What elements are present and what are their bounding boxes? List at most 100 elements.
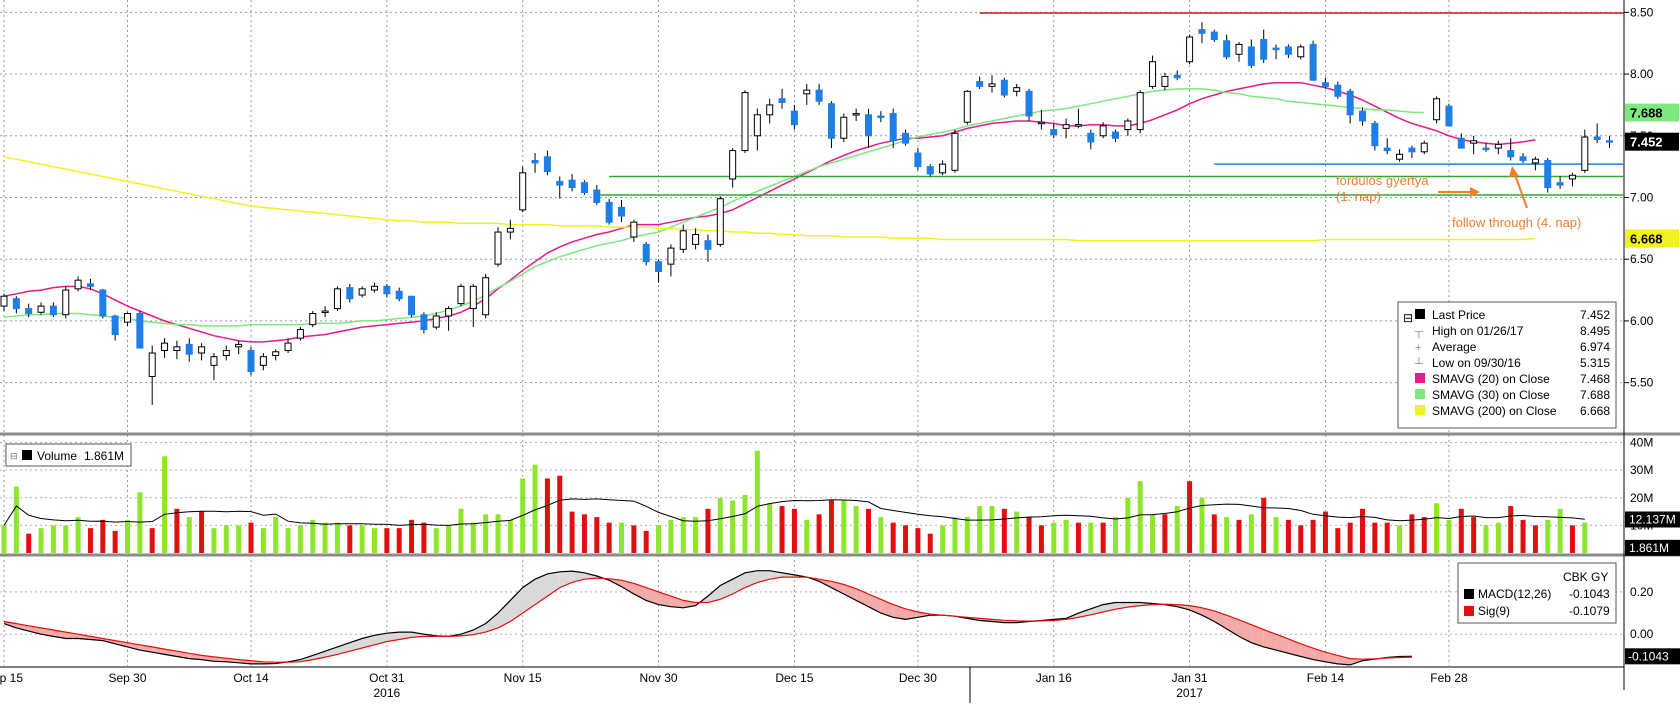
candle-body	[754, 115, 760, 136]
candle-body	[1495, 144, 1501, 148]
volume-bar	[1471, 517, 1476, 553]
volume-bar	[644, 531, 649, 553]
volume-bar	[792, 509, 797, 553]
volume-legend-swatch	[22, 450, 32, 460]
volume-bar	[1101, 523, 1106, 553]
volume-bar	[1051, 523, 1056, 553]
candle-body	[643, 244, 649, 261]
legend-value-3: 5.315	[1580, 356, 1610, 370]
volume-bar	[817, 514, 822, 553]
legend-average-icon: +	[1415, 342, 1421, 354]
volume-tag-text-0: 12.137M	[1629, 512, 1676, 526]
legend-collapse-icon[interactable]: ⊟	[1403, 311, 1413, 325]
macd-legend-sig-label: Sig(9)	[1478, 604, 1510, 618]
price-y-label: 8.50	[1630, 5, 1654, 19]
volume-bar	[26, 534, 31, 553]
volume-legend-collapse-icon[interactable]: ⊟	[10, 451, 18, 461]
volume-bar	[743, 495, 748, 553]
candle-body	[1557, 183, 1563, 185]
volume-bar	[372, 528, 377, 553]
macd-legend-macd-label: MACD(12,26)	[1478, 587, 1551, 601]
volume-bar	[76, 517, 81, 553]
price-tag-text-1: 7.452	[1630, 135, 1663, 150]
candle-body	[1174, 75, 1180, 77]
macd-histogram-band	[523, 579, 535, 613]
volume-bar	[471, 523, 476, 553]
candle-body	[1211, 32, 1217, 39]
candle-body	[1051, 130, 1057, 135]
candle-body	[174, 347, 180, 351]
candle-body	[495, 232, 501, 264]
candle-body	[112, 316, 118, 335]
candle-body	[1038, 122, 1044, 124]
volume-bar	[137, 492, 142, 553]
volume-bar	[1558, 509, 1563, 553]
candle-body	[1248, 47, 1254, 66]
candle-body	[285, 343, 291, 350]
candle-body	[1310, 44, 1316, 80]
volume-bar	[1323, 512, 1328, 553]
volume-bar	[866, 509, 871, 553]
volume-bar	[421, 523, 426, 553]
candle-body	[372, 286, 378, 290]
candle-body	[656, 262, 662, 272]
candle-body	[334, 289, 340, 309]
candle-body	[186, 344, 192, 354]
candle-body	[730, 151, 736, 179]
macd-legend: CBK GY MACD(12,26) -0.1043 Sig(9) -0.107…	[1458, 563, 1616, 623]
candle-body	[544, 157, 550, 172]
volume-bar	[446, 525, 451, 553]
volume-bar	[310, 520, 315, 553]
volume-bar	[1545, 520, 1550, 553]
candle-body	[1520, 157, 1526, 161]
macd-line-1	[4, 577, 1412, 662]
volume-y-label: 20M	[1630, 491, 1653, 505]
price-y-label: 8.00	[1630, 67, 1654, 81]
volume-bar	[384, 528, 389, 553]
candle-body	[742, 93, 748, 151]
volume-bar	[335, 523, 340, 553]
volume-bar	[582, 514, 587, 553]
sig-legend-swatch	[1464, 606, 1474, 616]
candle-body	[1, 296, 7, 306]
volume-bar	[730, 501, 735, 553]
candle-body	[903, 133, 909, 143]
x-axis-label: Oct 31	[369, 671, 405, 685]
candle-body	[1421, 143, 1427, 152]
volume-bar	[780, 506, 785, 553]
x-axis-label: Oct 14	[233, 671, 269, 685]
price-y-label: 7.00	[1630, 190, 1654, 204]
volume-bar	[286, 528, 291, 553]
volume-bar	[1212, 514, 1217, 553]
candle-body	[1508, 151, 1514, 157]
candle-body	[952, 133, 958, 170]
volume-bar	[755, 451, 760, 553]
candle-body	[470, 286, 476, 308]
volume-y-label: 40M	[1630, 436, 1653, 450]
volume-bar	[1138, 481, 1143, 553]
candle-body	[236, 344, 242, 346]
candle-body	[260, 357, 266, 366]
volume-bar	[298, 525, 303, 553]
candle-body	[927, 167, 933, 174]
candle-body	[866, 115, 872, 136]
legend-swatch-5	[1415, 389, 1425, 399]
legend-value-1: 8.495	[1580, 324, 1610, 338]
candle-body	[557, 181, 563, 185]
candle-body	[791, 111, 797, 125]
macd-histogram-band	[510, 588, 522, 622]
candle-body	[767, 105, 773, 115]
volume-bar	[1039, 525, 1044, 553]
volume-bar	[1125, 498, 1130, 553]
volume-bar	[767, 503, 772, 553]
candle-body	[581, 183, 587, 193]
candle-body	[359, 289, 365, 295]
annotation-reversal-day: (1. nap)	[1336, 189, 1381, 204]
candle-body	[1569, 175, 1575, 179]
candle-body	[507, 228, 513, 232]
volume-y-label: 30M	[1630, 463, 1653, 477]
candle-body	[137, 314, 143, 349]
